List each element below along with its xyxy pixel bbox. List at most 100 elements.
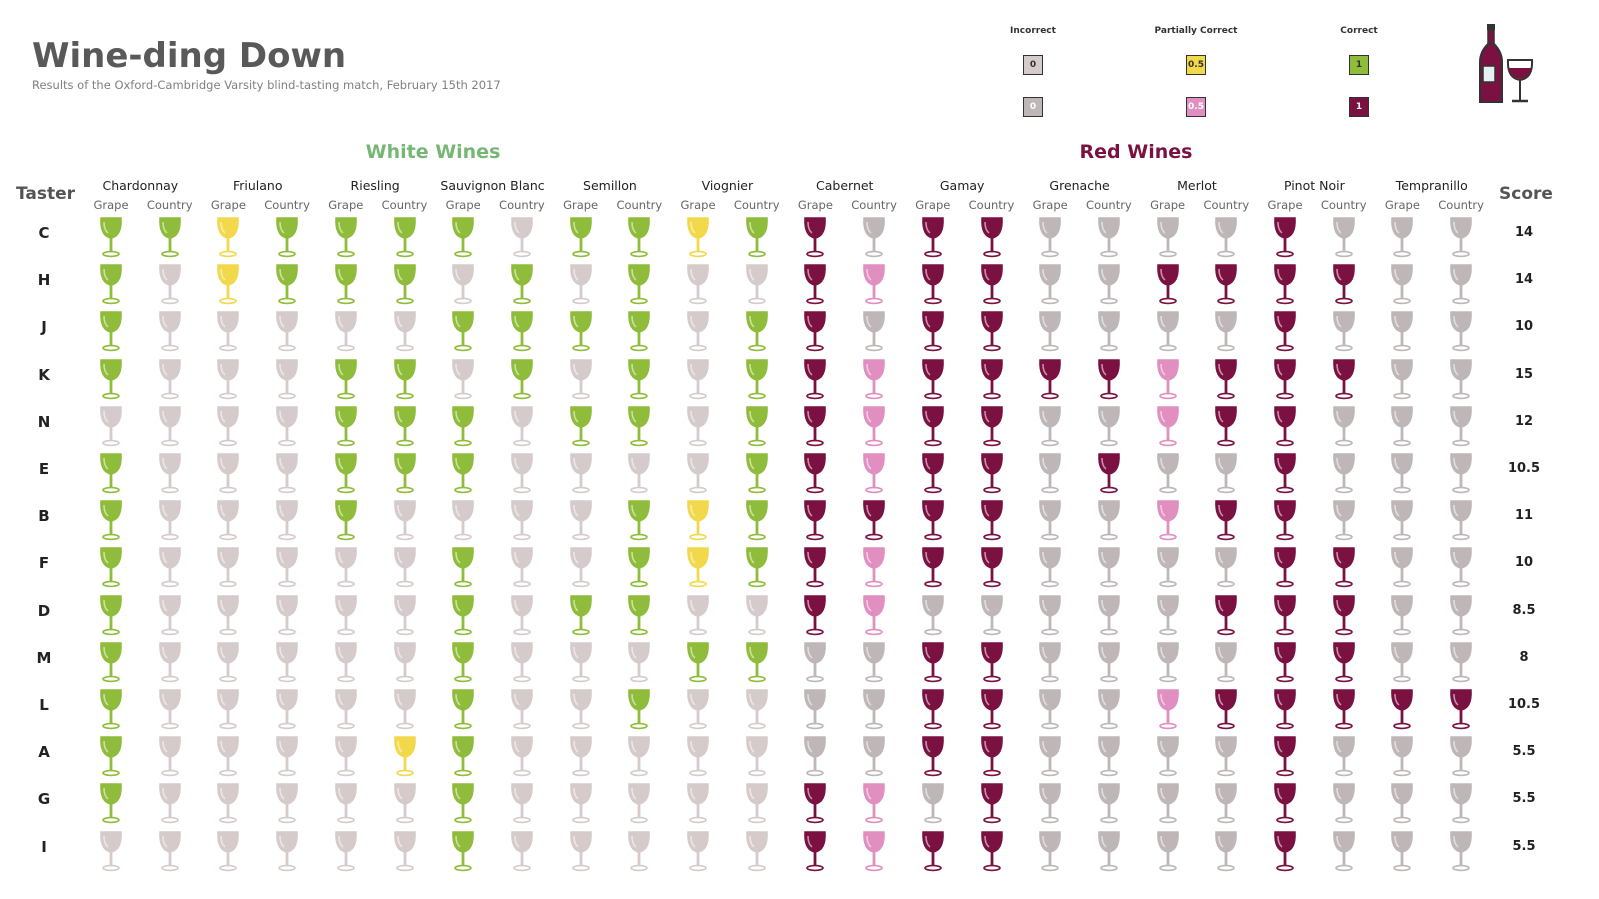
wine-glass-icon [450, 544, 476, 588]
wine-glass-icon [1096, 497, 1122, 541]
wine-glass-icon [1448, 450, 1474, 494]
wine-glass-icon [333, 639, 359, 683]
taster-name: F [38, 554, 50, 573]
wine-glass-icon [1272, 261, 1298, 305]
wine-glass-icon [1037, 828, 1063, 872]
wine-glass-icon [1389, 780, 1415, 824]
taster-score: 10.5 [1507, 697, 1541, 712]
taster-score: 14 [1514, 225, 1534, 240]
wine-glass-icon [1037, 592, 1063, 636]
wine-glass-icon [744, 261, 770, 305]
wine-glass-icon [215, 356, 241, 400]
wine-glass-icon [568, 214, 594, 258]
wine-glass-icon [1213, 733, 1239, 777]
wine-glass-icon [333, 403, 359, 447]
taster-score: 8.5 [1512, 602, 1536, 618]
wine-glass-icon [1155, 544, 1181, 588]
wine-glass-icon [979, 780, 1005, 824]
wine-glass-icon [157, 639, 183, 683]
wine-glass-icon [274, 497, 300, 541]
grape-label: Grape [93, 198, 129, 212]
wine-glass-icon [274, 639, 300, 683]
country-label: Country [499, 198, 545, 212]
wine-name: Pinot Noir [1283, 178, 1345, 193]
wine-glass-icon [1037, 639, 1063, 683]
wine-glass-icon [1155, 356, 1181, 400]
wine-glass-icon [1448, 780, 1474, 824]
wine-name: Grenache [1049, 178, 1110, 193]
wine-glass-icon [1448, 544, 1474, 588]
wine-glass-icon [1155, 308, 1181, 352]
wine-glass-icon [1037, 450, 1063, 494]
wine-glass-icon [802, 592, 828, 636]
wine-glass-icon [568, 308, 594, 352]
wine-glass-icon [392, 544, 418, 588]
wine-glass-icon [1037, 497, 1063, 541]
wine-glass-icon [1448, 733, 1474, 777]
wine-glass-icon [802, 497, 828, 541]
wine-glass-icon [1331, 544, 1357, 588]
wine-glass-icon [1389, 828, 1415, 872]
score-header: Score [1499, 184, 1553, 204]
wine-glass-icon [626, 733, 652, 777]
wine-glass-icon [920, 356, 946, 400]
wine-glass-icon [274, 261, 300, 305]
wine-glass-icon [979, 592, 1005, 636]
wine-glass-icon [979, 544, 1005, 588]
taster-name: G [37, 790, 51, 809]
wine-glass-icon [333, 497, 359, 541]
wine-glass-icon [1155, 733, 1181, 777]
wine-glass-icon [1096, 686, 1122, 730]
wine-glass-icon [626, 828, 652, 872]
wine-glass-icon [274, 733, 300, 777]
wine-glass-icon [333, 686, 359, 730]
wine-glass-icon [744, 403, 770, 447]
wine-glass-icon [920, 592, 946, 636]
wine-glass-icon [215, 686, 241, 730]
wine-glass-icon [920, 544, 946, 588]
wine-glass-icon [568, 497, 594, 541]
wine-glass-icon [861, 686, 887, 730]
wine-glass-icon [98, 733, 124, 777]
wine-glass-icon [274, 780, 300, 824]
wine-glass-icon [98, 497, 124, 541]
wine-glass-icon [1096, 639, 1122, 683]
wine-glass-icon [1213, 261, 1239, 305]
wine-glass-icon [1037, 261, 1063, 305]
taster-name: E [38, 460, 50, 478]
country-label: Country [1086, 198, 1132, 212]
wine-glass-icon [157, 450, 183, 494]
wine-glass-icon [802, 308, 828, 352]
wine-glass-icon [1096, 828, 1122, 872]
wine-glass-icon [744, 828, 770, 872]
grape-label: Grape [563, 198, 599, 212]
wine-glass-icon [920, 733, 946, 777]
wine-name: Chardonnay [102, 178, 179, 193]
wine-glass-icon [333, 733, 359, 777]
wine-glass-icon [215, 592, 241, 636]
wine-name: Sauvignon Blanc [440, 178, 545, 193]
wine-glass-icon [1389, 497, 1415, 541]
wine-glass-icon [274, 450, 300, 494]
wine-glass-icon [861, 592, 887, 636]
wine-glass-icon [626, 780, 652, 824]
wine-glass-icon [1037, 686, 1063, 730]
wine-glass-icon [1272, 544, 1298, 588]
wine-glass-icon [157, 828, 183, 872]
wine-glass-icon [1272, 497, 1298, 541]
wine-glass-icon [861, 450, 887, 494]
wine-glass-icon [1155, 450, 1181, 494]
grape-label: Grape [680, 198, 716, 212]
wine-glass-icon [157, 214, 183, 258]
wine-name: Riesling [350, 178, 400, 193]
wine-glass-icon [802, 544, 828, 588]
taster-name: J [41, 318, 47, 337]
wine-glass-icon [685, 308, 711, 352]
wine-glass-icon [215, 497, 241, 541]
wine-glass-icon [1448, 261, 1474, 305]
wine-glass-icon [568, 403, 594, 447]
legend-white-swatch: 1 [1349, 55, 1369, 75]
taster-name: L [39, 696, 49, 714]
wine-glass-icon [1213, 544, 1239, 588]
wine-glass-icon [1448, 214, 1474, 258]
